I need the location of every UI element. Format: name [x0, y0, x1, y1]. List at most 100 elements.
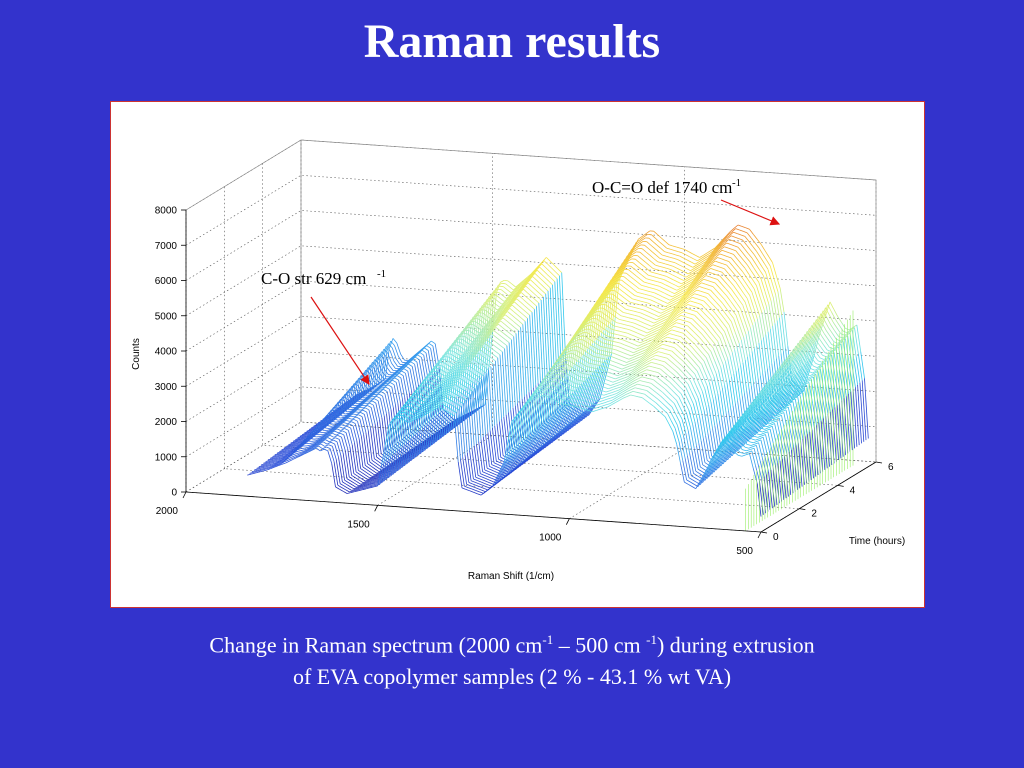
spectrum-segment	[595, 335, 600, 370]
spectrum-segment	[455, 347, 460, 352]
spectrum-segment	[700, 290, 705, 293]
spectrum-segment	[575, 334, 580, 337]
spectrum-segment	[763, 416, 769, 427]
spectrum-segment	[708, 251, 713, 255]
spectrum-segment	[638, 236, 643, 240]
spectrum-segment	[533, 269, 538, 275]
spectrum-segment	[541, 290, 546, 295]
spectrum-segment	[625, 328, 630, 331]
spectrum-segment	[614, 280, 620, 317]
spectrum-segment	[820, 357, 825, 360]
spectrum-segment	[818, 310, 824, 323]
spectrum-segment	[662, 296, 667, 299]
spectrum-segment	[808, 340, 813, 348]
spectrum-segment	[648, 248, 653, 253]
spectrum-segment	[398, 380, 403, 400]
spectrum-segment	[797, 349, 803, 362]
spectrum-segment	[695, 277, 700, 282]
spectrum-segment	[628, 317, 633, 320]
spectrum-segment	[789, 375, 795, 388]
spectrum-segment	[529, 273, 534, 279]
spectrum-segment	[496, 320, 501, 325]
spectrum-segment	[636, 265, 642, 270]
spectrum-segment	[792, 390, 797, 393]
spectrum-segment	[752, 279, 757, 286]
spectrum-segment	[739, 287, 744, 294]
spectrum-segment	[642, 349, 647, 352]
spectrum-segment	[744, 428, 750, 439]
spectrum-segment	[669, 315, 675, 320]
spectrum-segment	[693, 277, 698, 282]
spectrum-segment	[623, 369, 628, 372]
spectrum-segment	[577, 413, 583, 419]
spectrum-segment	[717, 279, 722, 285]
spectrum-segment	[610, 313, 616, 317]
spectrum-segment	[653, 320, 658, 324]
spectrum-segment	[691, 261, 696, 265]
spectrum-segment	[699, 286, 704, 289]
spectrum-segment	[806, 373, 811, 376]
spectrum-segment	[670, 303, 675, 307]
spectrum-segment	[823, 304, 829, 317]
spectrum-segment	[607, 310, 612, 315]
spectrum-segment	[545, 267, 550, 272]
spectrum-segment	[688, 317, 693, 320]
spectrum-segment	[471, 327, 476, 331]
spectrum-segment	[686, 288, 691, 293]
spectrum-segment	[308, 429, 313, 432]
spectrum-segment	[301, 434, 306, 437]
spectrum-segment	[376, 356, 382, 361]
spectrum-segment	[609, 351, 614, 354]
spectrum-segment	[550, 411, 555, 423]
spectrum-segment	[687, 291, 692, 296]
spectrum-segment	[765, 272, 770, 286]
spectrum-segment	[586, 321, 591, 325]
spectrum-segment	[799, 347, 805, 359]
spectrum-segment	[412, 430, 418, 435]
spectrum-segment	[433, 365, 439, 368]
spectrum-segment	[785, 369, 791, 376]
spectrum-segment	[486, 339, 492, 344]
spectrum-segment	[798, 386, 803, 390]
spectrum-segment	[668, 244, 673, 247]
spectrum-segment	[474, 349, 479, 353]
spectrum-segment	[808, 371, 813, 374]
spectrum-segment	[531, 286, 536, 291]
spectrum-segment	[696, 298, 701, 301]
spectrum-segment	[372, 426, 377, 458]
spectrum-segment	[634, 248, 639, 252]
spectrum-segment	[386, 380, 392, 383]
spectrum-segment	[605, 288, 610, 292]
spectrum-segment	[810, 373, 815, 376]
spectrum-segment	[608, 316, 613, 321]
spectrum-segment	[494, 312, 499, 317]
spectrum-segment	[467, 344, 472, 348]
spectrum-segment	[436, 411, 442, 442]
spectrum-segment	[414, 364, 419, 385]
spectrum-segment	[773, 278, 779, 292]
spectrum-segment	[787, 377, 793, 390]
spectrum-segment	[554, 406, 560, 419]
spectrum-segment	[510, 294, 516, 299]
spectrum-segment	[679, 311, 684, 315]
spectrum-segment	[707, 250, 712, 254]
spectrum-segment	[653, 332, 659, 335]
spectrum-segment	[671, 350, 676, 355]
spectrum-segment	[688, 296, 693, 301]
spectrum-segment	[475, 339, 480, 343]
spectrum-segment	[490, 315, 495, 320]
spectrum-segment	[472, 348, 478, 353]
spectrum-segment	[711, 249, 717, 255]
spectrum-segment	[726, 382, 732, 409]
spectrum-segment	[571, 335, 577, 339]
spectrum-segment	[495, 285, 500, 289]
spectrum-segment	[447, 353, 451, 355]
spectrum-segment	[345, 407, 350, 411]
spectrum-segment	[675, 276, 680, 279]
spectrum-segment	[789, 366, 794, 381]
spectrum-segment	[710, 250, 715, 256]
spectrum-segment	[607, 300, 613, 305]
spectrum-segment	[742, 305, 747, 317]
spectrum-segment	[679, 298, 685, 303]
spectrum-segment	[666, 319, 671, 323]
